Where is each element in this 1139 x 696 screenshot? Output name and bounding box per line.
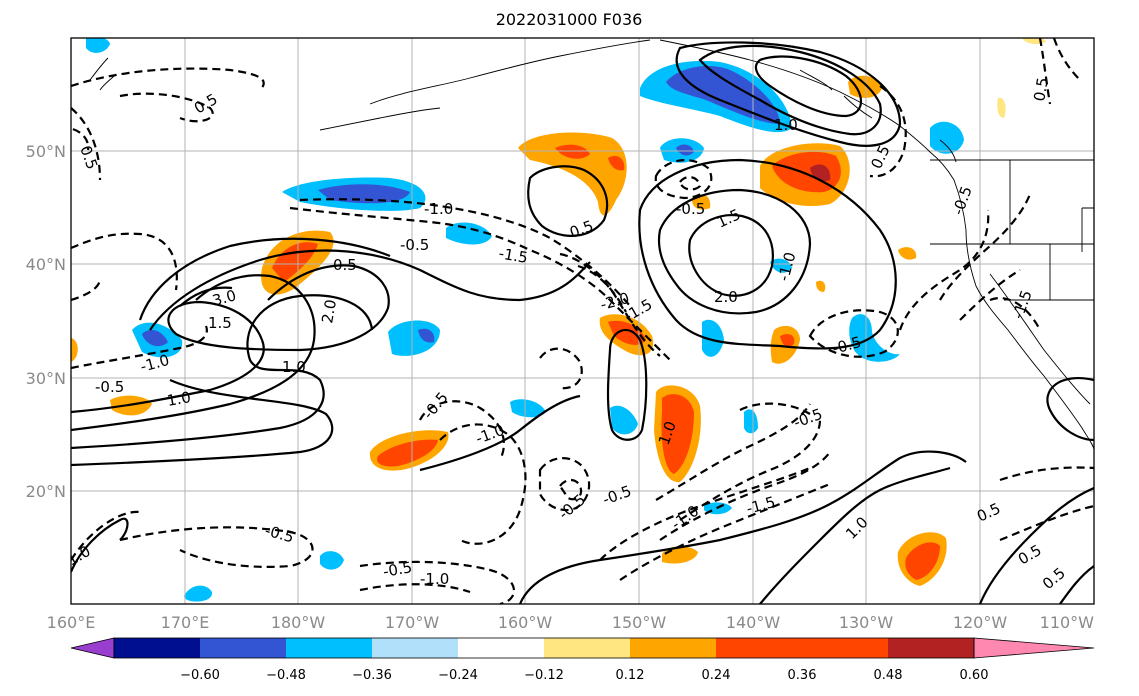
contour-label: -1.0 <box>424 200 453 218</box>
colorbar-upper-extension <box>973 637 1095 659</box>
colorbar-segment <box>716 638 802 658</box>
positive-anomaly-region <box>661 394 694 474</box>
contour-label: 0.5 <box>333 256 357 274</box>
colorbar-tick: −0.24 <box>438 668 478 683</box>
colorbar-lower-extension <box>70 637 115 659</box>
colorbar-tick: 0.60 <box>960 668 989 683</box>
colorbar-tick: −0.12 <box>524 668 564 683</box>
colorbar-tick: 0.36 <box>788 668 817 683</box>
contour-label: 1.0 <box>166 388 193 410</box>
negative-contour-lines <box>71 38 1094 604</box>
contour-label: -0.5 <box>95 378 124 396</box>
negative-anomaly-region <box>418 328 435 343</box>
positive-anomaly-region <box>816 280 826 292</box>
colorbar-segment <box>458 638 544 658</box>
colorbar-tick: 0.48 <box>874 668 903 683</box>
lon-label: 120°W <box>953 613 1008 632</box>
negative-anomaly-region <box>702 319 724 357</box>
map-panel: 0.5 0.5 0.5 0.5 0.5 0.5 0.5 0.5 0.5 -0.5… <box>70 37 1095 605</box>
contour-label: 0.5 <box>1030 76 1052 103</box>
map-title: 2022031000 F036 <box>496 10 643 29</box>
colorbar-segment <box>372 638 458 658</box>
negative-anomaly-region <box>86 38 110 53</box>
lon-label: 170°E <box>161 613 210 632</box>
anomaly-shading <box>71 38 1046 602</box>
negative-anomaly-region <box>184 585 213 602</box>
map-frame <box>70 37 1095 605</box>
lat-label-20n: 20°N <box>26 482 66 501</box>
lat-label-50n: 50°N <box>26 142 66 161</box>
colorbar-tick: −0.48 <box>266 668 306 683</box>
positive-anomaly-region <box>377 439 438 467</box>
contour-label: 3.0 <box>210 286 238 310</box>
negative-anomaly-region <box>744 409 758 434</box>
colorbar-segment <box>286 638 372 658</box>
negative-anomaly-region <box>142 329 168 347</box>
longitude-labels: 160°E 170°E 180°W 170°W 160°W 150°W 140°… <box>47 613 1095 632</box>
colorbar-segment <box>802 638 888 658</box>
positive-anomaly-region <box>71 338 78 362</box>
contour-label: 1.0 <box>282 358 306 376</box>
lon-label: 140°W <box>726 613 781 632</box>
contour-label: 1.5 <box>208 314 232 332</box>
lon-label: 160°E <box>47 613 96 632</box>
contour-label: 2.0 <box>318 298 340 325</box>
lon-label: 110°W <box>1040 613 1095 632</box>
colorbar-tick: 0.12 <box>616 668 645 683</box>
lon-label: 170°W <box>385 613 440 632</box>
latitude-labels: 50°N 40°N 30°N 20°N <box>26 142 66 501</box>
colorbar-segment <box>200 638 286 658</box>
negative-anomaly-region <box>930 121 964 154</box>
positive-anomaly-region <box>518 132 627 216</box>
lon-label: 160°W <box>498 613 553 632</box>
positive-anomaly-region <box>780 334 795 347</box>
negative-anomaly-region <box>610 405 638 435</box>
colorbar: −0.60 −0.48 −0.36 −0.24 −0.12 0.12 0.24 … <box>70 637 1095 683</box>
contour-label: -0.5 <box>382 558 414 581</box>
colorbar-segment <box>888 638 974 658</box>
positive-anomaly-region <box>555 144 590 159</box>
contour-label: 1.0 <box>774 116 798 134</box>
negative-anomaly-region <box>770 258 792 273</box>
contour-label: -0.5 <box>400 236 429 254</box>
negative-anomaly-region <box>320 551 344 570</box>
coastlines <box>89 39 1094 451</box>
negative-anomaly-region <box>849 314 900 362</box>
lon-label: 150°W <box>612 613 667 632</box>
negative-anomaly-region <box>676 144 694 156</box>
positive-anomaly-region <box>608 155 625 171</box>
contour-label: 2.0 <box>714 288 738 306</box>
lat-label-30n: 30°N <box>26 369 66 388</box>
lon-label: 180°W <box>271 613 326 632</box>
colorbar-tick: −0.60 <box>180 668 220 683</box>
lat-label-40n: 40°N <box>26 255 66 274</box>
contour-label: -0.5 <box>676 200 705 218</box>
contour-label: -1.5 <box>497 244 529 267</box>
lon-label: 130°W <box>839 613 894 632</box>
positive-anomaly-region <box>997 97 1006 118</box>
colorbar-segment <box>630 638 716 658</box>
colorbar-segment <box>114 638 200 658</box>
positive-anomaly-region <box>608 320 646 345</box>
positive-anomaly-region <box>898 247 917 260</box>
negative-anomaly-region <box>510 399 546 418</box>
positive-anomaly-region <box>905 542 940 580</box>
colorbar-tick: −0.36 <box>352 668 392 683</box>
colorbar-tick: 0.24 <box>702 668 731 683</box>
colorbar-segment <box>544 638 630 658</box>
contour-lines <box>71 41 1094 604</box>
negative-anomaly-region <box>446 222 492 245</box>
negative-anomaly-region <box>666 66 780 124</box>
contour-label: -1.0 <box>420 570 449 588</box>
